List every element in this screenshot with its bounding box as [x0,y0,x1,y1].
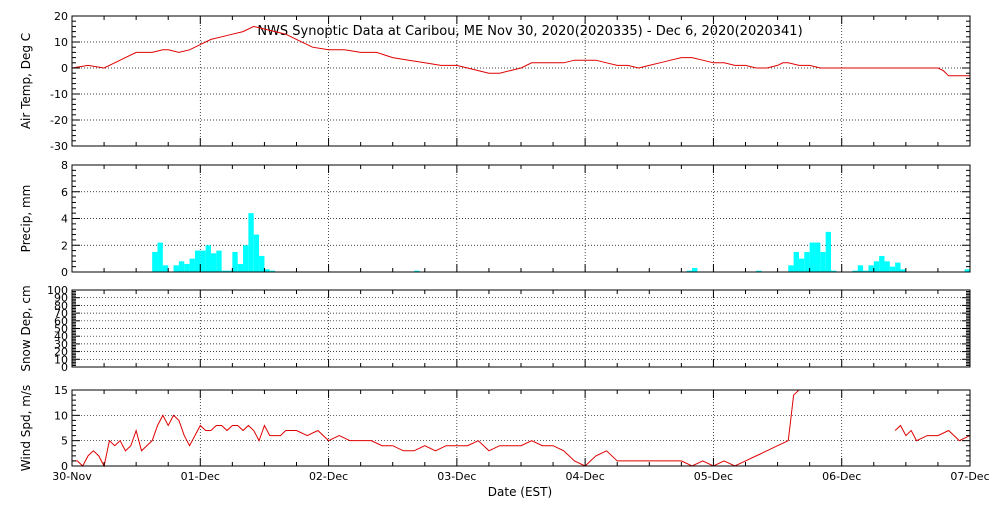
precip-bar [831,270,837,272]
chart-title: NWS Synoptic Data at Caribou, ME Nov 30,… [257,24,802,39]
precip-bar [178,261,185,272]
panel-1: -30 -20 -10 0 10 20 Air Temp, Deg C [19,10,971,153]
y-tick-label: 8 [61,159,68,172]
y-tick-label: 90 [54,292,68,305]
precip-bar [184,263,190,272]
x-tick-label: 02-Dec [309,470,348,483]
y-tick-label: 6 [61,186,68,199]
y-tick-label: 30 [54,338,68,351]
y-axis-label: Air Temp, Deg C [19,33,33,129]
precip-bar [692,267,698,272]
precip-bar [210,253,217,272]
y-tick-label: 60 [54,315,68,328]
precip-bar [756,270,762,272]
precip-bar [820,251,826,272]
precip-bar [825,231,832,272]
y-tick-label: 4 [61,213,68,226]
y-axis-label: Wind Spd, m/s [19,385,33,471]
x-tick-label: 07-Dec [950,470,989,483]
x-tick-label: 04-Dec [566,470,605,483]
precip-bar [809,242,815,272]
precip-bar [152,251,158,272]
y-tick-label: 10 [54,353,68,366]
precip-bar [194,250,201,272]
precip-bar [873,261,880,272]
y-tick-label: 0 [61,266,68,279]
y-tick-label: 40 [54,330,68,343]
precip-bar [200,250,206,272]
precip-bar [253,234,260,272]
precip-bar [852,270,858,272]
precip-bar [259,255,265,272]
precip-bar [414,270,420,272]
y-tick-label: 2 [61,239,68,252]
x-axis-label: Date (EST) [488,485,552,499]
data-line [71,25,970,77]
precip-bar [189,258,195,272]
precip-bar [173,265,179,272]
x-tick-label: 30-Nov [52,470,92,483]
y-axis-label: Snow Dep, cm [19,285,33,371]
precip-bar [162,265,169,272]
precip-bar [804,251,810,272]
y-tick-label: 20 [54,10,68,23]
precip-bar [227,270,233,272]
precip-bar [264,269,270,272]
x-tick-label: 05-Dec [694,470,733,483]
x-tick-label: 01-Dec [181,470,220,483]
precip-bar [814,242,821,272]
precip-bar [895,262,901,272]
y-tick-label: 50 [54,323,68,336]
y-tick-label: 0 [61,460,68,473]
precip-bar [788,265,794,272]
precip-bar [884,261,890,272]
x-tick-label: 06-Dec [822,470,861,483]
precip-bar [157,242,163,272]
y-tick-label: 0 [61,361,68,374]
precip-bar [964,269,970,272]
precip-bar [889,266,896,272]
precip-bar [798,258,805,272]
precip-bar [248,213,254,272]
y-axis-label: Precip, mm [19,185,33,253]
panel-2: 0 2 4 6 8 Precip, mm [19,159,971,279]
y-tick-label: 20 [54,346,68,359]
precip-bar [221,270,228,272]
x-tick-label: 03-Dec [437,470,476,483]
y-tick-label: 100 [47,284,68,297]
panel-4: 0 5 10 15 Wind Spd, m/s [19,384,971,473]
precip-bar [237,263,244,272]
precip-bar [269,270,276,272]
precip-bar [863,270,869,272]
y-tick-label: 70 [54,307,68,320]
data-line [72,389,800,468]
y-tick-label: -20 [50,114,68,127]
precip-bar [232,251,238,272]
data-line [894,424,971,442]
y-tick-label: 80 [54,299,68,312]
precip-bar [243,245,249,272]
precip-bar [216,250,222,272]
precip-bar [857,265,864,272]
y-tick-label: -30 [50,140,68,153]
y-tick-label: 15 [54,384,68,397]
y-tick-label: 5 [61,435,68,448]
precip-bar [879,255,885,272]
precip-bar [205,245,211,272]
precip-bar [793,251,799,272]
precip-bar [868,265,874,272]
precip-bar [686,270,693,272]
y-tick-label: 10 [54,409,68,422]
y-tick-label: 0 [61,62,68,75]
precip-bar [900,269,906,272]
y-tick-label: 10 [54,36,68,49]
y-tick-label: -10 [50,88,68,101]
